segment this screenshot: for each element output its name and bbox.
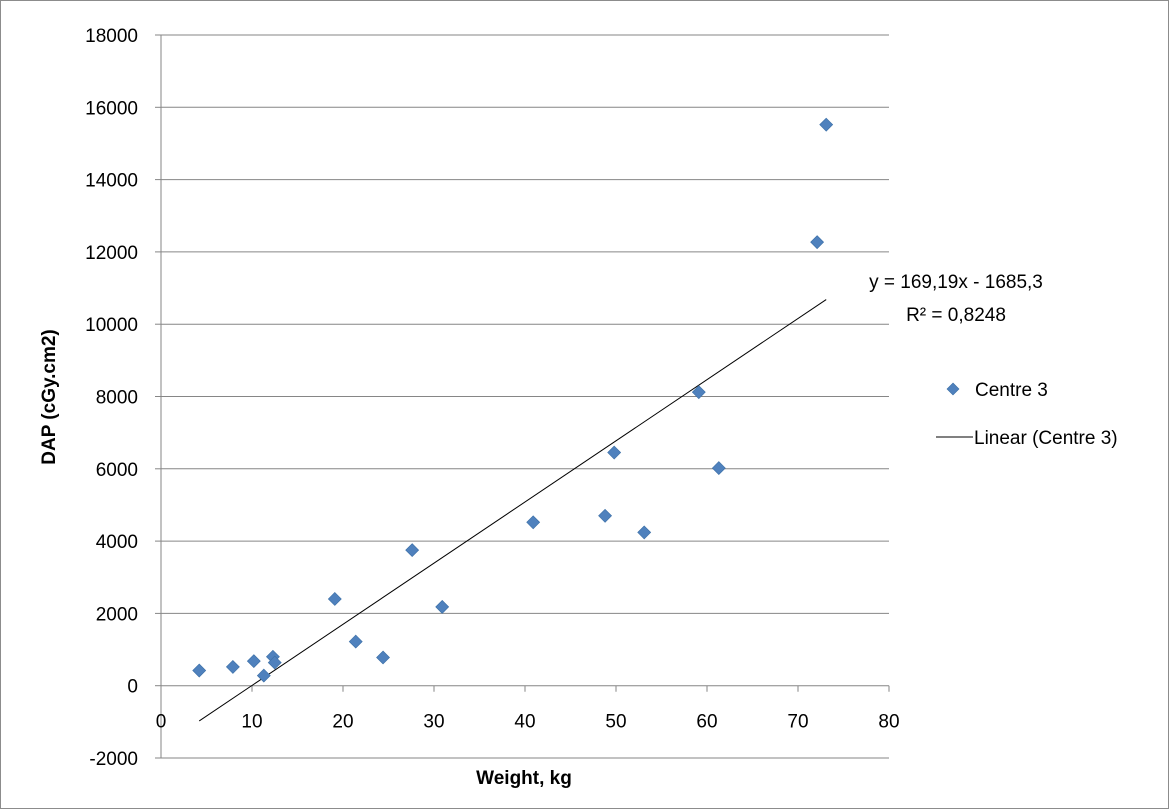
data-point [819,117,834,132]
x-tick-label: 70 [787,712,808,733]
data-point [256,668,271,683]
y-tick-label: 12000 [85,243,138,264]
trendline [198,299,827,722]
x-tick-label: 20 [332,712,353,733]
data-point [225,659,240,674]
data-point [435,599,450,614]
data-point [327,592,342,606]
data-point [691,385,706,400]
legend-label-linear: Linear (Centre 3) [974,428,1118,449]
x-tick-label: 30 [423,712,444,733]
gridlines [161,34,889,759]
x-tick-label: 0 [156,712,167,733]
legend: Centre 3 Linear (Centre 3) [936,380,1118,449]
data-point [711,461,726,476]
y-tick-label: 6000 [96,460,138,481]
x-tick-label: 80 [878,712,899,733]
data-point [810,235,825,250]
trendline-equation: y = 169,19x - 1685,3 [869,272,1043,293]
data-point [246,654,261,669]
data-point [376,650,390,665]
y-tick-label: 18000 [85,26,138,47]
y-tick-label: -2000 [89,749,138,770]
y-axis-title: DAP (cGy.cm2) [39,329,60,465]
axes [155,34,890,759]
data-point [192,663,207,678]
y-tick-label: 10000 [85,315,138,336]
r-squared-label: R² = 0,8248 [906,305,1006,326]
data-points [192,117,834,683]
x-tick-label: 50 [605,712,626,733]
x-axis-title: Weight, kg [476,768,572,789]
x-tick-label: 40 [514,712,535,733]
data-point [607,445,622,460]
data-point [598,508,613,523]
trendline-group [198,299,827,722]
y-tick-label: 4000 [96,532,138,553]
data-point [348,634,363,649]
y-tick-label: 2000 [96,604,138,625]
data-point [267,655,282,670]
data-point [526,515,541,530]
data-point [405,543,420,558]
data-point [637,525,652,540]
y-tick-label: 14000 [85,171,138,192]
y-tick-label: 8000 [96,388,138,409]
x-tick-label: 60 [696,712,717,733]
y-tick-label: 16000 [85,98,138,119]
x-tick-label: 10 [241,712,262,733]
y-tick-label: 0 [127,677,138,698]
legend-diamond-marker [946,382,960,396]
legend-label-centre-3: Centre 3 [975,380,1048,401]
tick-labels: -2000 0 2000 4000 6000 8000 10000 12000 14000 160… [85,26,899,770]
